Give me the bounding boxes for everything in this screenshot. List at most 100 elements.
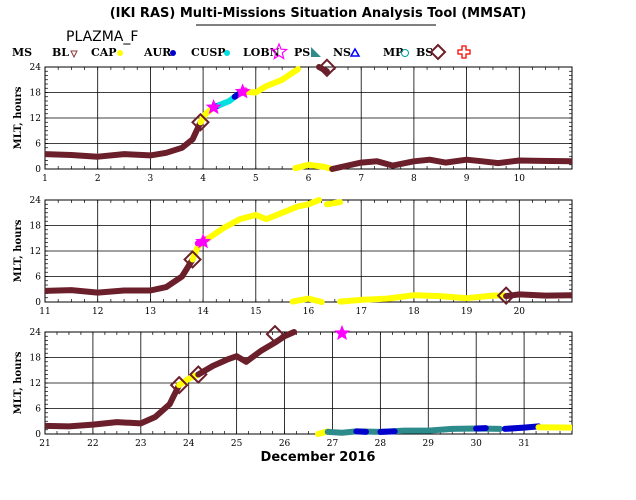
x-tick-label: 2 [95, 174, 101, 184]
x-tick-label: 8 [411, 174, 417, 184]
x-tick-label: 24 [183, 439, 195, 449]
x-tick-label: 9 [464, 174, 470, 184]
legend: MS BL CAP AUR CUSP LOBN PS NS MP BS [12, 42, 471, 61]
series-track-7 [242, 66, 301, 96]
series-track-6 [289, 295, 325, 305]
series-track-3 [195, 329, 298, 378]
bow-shock-marker [317, 58, 337, 78]
x-tick-label: 22 [87, 439, 98, 449]
legend-marker-lobn [269, 42, 289, 60]
x-tick-label: 21 [39, 439, 50, 449]
y-tick-label: 12 [30, 114, 41, 124]
x-tick-label: 11 [39, 307, 50, 317]
series-track-5 [323, 199, 344, 208]
y-tick-label: 6 [35, 405, 41, 415]
legend-marker-ns [349, 47, 361, 57]
chart-title: (IKI RAS) Multi-Missions Situation Analy… [109, 6, 527, 21]
x-tick-label: 5 [253, 174, 259, 184]
x-tick-label: 4 [200, 174, 206, 184]
series-track-5 [324, 425, 504, 436]
x-tick-label: 23 [135, 439, 147, 449]
legend-marker-ps [311, 47, 321, 57]
x-tick-label: 28 [375, 439, 387, 449]
series-track-7 [377, 428, 398, 435]
y-tick-label: 12 [30, 247, 41, 257]
legend-label-cusp: CUSP [191, 46, 226, 59]
series-track-9 [501, 423, 542, 432]
x-tick-label: 29 [423, 439, 435, 449]
legend-marker-bs [429, 43, 447, 61]
x-tick-label: 14 [197, 307, 209, 317]
x-tick-label: 17 [355, 307, 367, 317]
x-tick-label: 1 [42, 174, 48, 184]
series-track-8 [503, 291, 572, 300]
x-tick-label: 27 [327, 439, 339, 449]
lobn-marker [205, 99, 222, 115]
panel-3: 21 22 23 24 25 26 27 28 29 30 31 0 6 12 18 24 MLT, hours [13, 324, 573, 449]
y-tick-label: 12 [30, 379, 41, 389]
x-tick-label: 19 [461, 307, 473, 317]
legend-label-mp: MP [383, 46, 403, 59]
series-track-2 [176, 371, 202, 389]
series-track-7 [337, 292, 510, 305]
legend-marker-bl [70, 50, 78, 59]
y-tick-label: 24 [30, 63, 42, 73]
x-axis-title: December 2016 [261, 450, 376, 465]
y-tick-label: 18 [30, 89, 42, 99]
legend-label-bs: BS [416, 46, 433, 59]
panel-2: 11 12 13 14 15 16 17 18 19 20 0 6 12 18 24 MLT, hours [13, 196, 573, 317]
x-tick-label: 6 [306, 174, 312, 184]
y-tick-label: 18 [30, 222, 42, 232]
y-axis-label: MLT, hours [13, 219, 24, 282]
legend-label-cap: CAP [91, 46, 117, 59]
y-tick-label: 0 [35, 165, 41, 175]
lobn-marker [334, 324, 351, 341]
y-tick-label: 24 [30, 328, 42, 338]
bow-shock-marker [191, 112, 210, 132]
y-tick-label: 18 [30, 354, 42, 364]
y-tick-label: 6 [35, 273, 41, 283]
bow-shock-marker [265, 324, 285, 344]
legend-label-bl: BL [52, 46, 69, 59]
y-tick-label: 24 [30, 196, 42, 206]
legend-marker-cap [117, 50, 123, 56]
y-tick-label: 0 [35, 298, 41, 308]
x-tick-label: 20 [514, 307, 526, 317]
legend-marker-cross [457, 45, 471, 59]
x-tick-label: 31 [518, 439, 529, 449]
series-track-9 [292, 161, 336, 172]
x-tick-label: 3 [148, 174, 154, 184]
lobn-marker [234, 83, 251, 99]
y-tick-label: 0 [35, 430, 41, 440]
bow-shock-marker [183, 250, 202, 269]
x-tick-label: 18 [408, 307, 420, 317]
x-tick-label: 12 [92, 307, 103, 317]
series-track-1 [45, 382, 183, 430]
plot-frame [44, 331, 573, 435]
series-track-4 [205, 197, 322, 242]
legend-label-ns: NS [333, 46, 351, 59]
legend-label-aur: AUR [143, 46, 172, 59]
bow-shock-marker [169, 375, 189, 395]
bow-shock-marker [188, 365, 208, 384]
x-tick-label: 13 [145, 307, 157, 317]
legend-label-ps: PS [294, 46, 310, 59]
x-tick-label: 15 [250, 307, 262, 317]
x-tick-label: 16 [303, 307, 315, 317]
plot-frame [44, 66, 573, 170]
legend-marker-mp [401, 49, 409, 57]
spacecraft-label: PLAZMA_F [66, 29, 139, 45]
bow-shock-marker [496, 286, 516, 306]
series-track-1 [45, 256, 196, 296]
y-tick-label: 6 [35, 140, 41, 150]
legend-marker-cusp [224, 50, 230, 56]
y-axis-label: MLT, hours [13, 351, 24, 414]
lobn-marker [195, 233, 212, 249]
y-axis-label: MLT, hours [13, 86, 24, 149]
x-tick-label: 10 [514, 174, 526, 184]
series-track-10 [329, 156, 572, 172]
series-track-6 [353, 428, 369, 435]
